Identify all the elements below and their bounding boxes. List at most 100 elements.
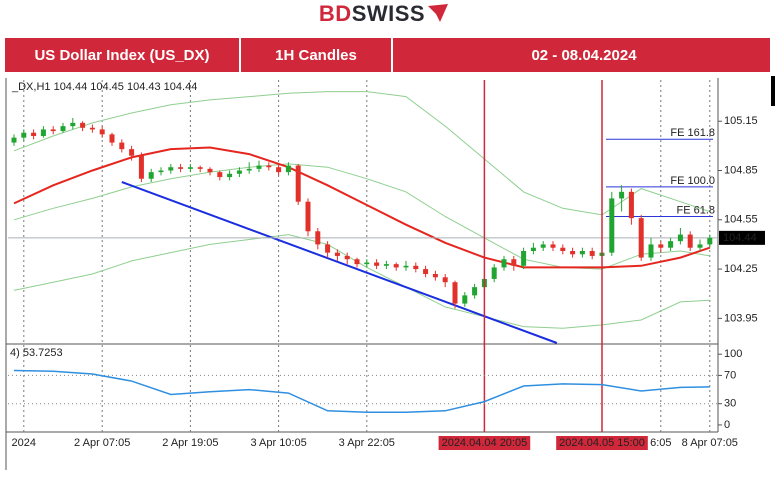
candle-body bbox=[511, 259, 517, 266]
event-label: 2024.04.04 20:05 bbox=[442, 437, 528, 449]
candle-body bbox=[648, 244, 654, 258]
candle-body bbox=[560, 247, 566, 251]
candle-body bbox=[707, 237, 713, 245]
candle-body bbox=[187, 167, 193, 169]
candle-body bbox=[638, 218, 644, 258]
y-tick-label: 104.25 bbox=[724, 263, 758, 275]
candle-body bbox=[423, 269, 429, 274]
logo-bd: BD bbox=[319, 1, 352, 26]
logo: BDSWISS bbox=[319, 1, 425, 26]
candle-body bbox=[452, 282, 458, 304]
candle-body bbox=[119, 142, 125, 150]
candle-body bbox=[236, 170, 242, 174]
y-tick-label: 100 bbox=[724, 348, 742, 360]
candle-body bbox=[129, 149, 135, 156]
x-tick-label: 3 Apr 10:05 bbox=[250, 437, 306, 449]
candle-body bbox=[11, 137, 17, 143]
x-tick-label: 8 Apr 07:05 bbox=[682, 437, 738, 449]
candle-body bbox=[550, 244, 556, 248]
event-label-bg bbox=[556, 436, 648, 450]
candle-body bbox=[374, 262, 380, 266]
candle-body bbox=[217, 172, 223, 178]
y-tick-label: 105.15 bbox=[724, 115, 758, 127]
candle-body bbox=[70, 122, 76, 127]
candle-body bbox=[579, 251, 585, 255]
candle-body bbox=[334, 252, 340, 256]
candle-body bbox=[325, 244, 331, 253]
candle-body bbox=[158, 170, 164, 173]
candle-body bbox=[21, 132, 27, 138]
candle-body bbox=[266, 165, 272, 168]
header-instrument: US Dollar Index (US_DX) bbox=[34, 47, 209, 64]
fibo-label: FE 61.8 bbox=[676, 204, 715, 216]
y-tick-label: 0 bbox=[724, 419, 730, 431]
candle-body bbox=[393, 264, 399, 268]
candle-body bbox=[364, 262, 370, 265]
candle-body bbox=[138, 155, 144, 179]
candle-body bbox=[619, 191, 625, 199]
x-tick-label: 6:05 bbox=[650, 437, 671, 449]
candle-body bbox=[31, 132, 37, 136]
candle-body bbox=[60, 126, 66, 132]
y-tick-label: 104.55 bbox=[724, 214, 758, 226]
candle-body bbox=[687, 234, 693, 248]
candle-body bbox=[403, 265, 409, 268]
candle-body bbox=[668, 241, 674, 248]
candle-body bbox=[432, 274, 438, 278]
panel-title: 4) 53.7253 bbox=[10, 347, 63, 359]
candle-body bbox=[383, 264, 389, 266]
candle-body bbox=[207, 168, 213, 173]
candle-body bbox=[697, 244, 703, 248]
fibo-label: FE 100.0 bbox=[670, 175, 715, 187]
candle-body bbox=[658, 244, 664, 248]
candle-body bbox=[609, 198, 615, 253]
candle-body bbox=[50, 129, 56, 132]
candle-body bbox=[295, 165, 301, 202]
candle-body bbox=[246, 168, 252, 171]
candle-body bbox=[589, 251, 595, 256]
candle-body bbox=[285, 165, 291, 173]
chart-title: _DX,H1 104.44 104.45 104.43 104.44 bbox=[11, 81, 197, 93]
header-timeframe: 1H Candles bbox=[275, 47, 357, 64]
candle-body bbox=[89, 127, 95, 130]
candle-body bbox=[628, 191, 634, 219]
candle-body bbox=[168, 167, 174, 171]
fibo-label: FE 161.8 bbox=[670, 127, 715, 139]
x-tick-label: 2024 bbox=[12, 437, 36, 449]
event-label-bg bbox=[438, 436, 531, 450]
candle-body bbox=[530, 247, 536, 251]
candle-body bbox=[413, 265, 419, 270]
y-tick-label: 30 bbox=[724, 398, 736, 410]
candle-body bbox=[305, 201, 311, 232]
x-tick-label: 3 Apr 22:05 bbox=[339, 437, 395, 449]
candle-body bbox=[501, 259, 507, 268]
candle-body bbox=[540, 244, 546, 248]
candle-body bbox=[462, 295, 468, 304]
event-label: 2024.04.05 15:00 bbox=[559, 437, 645, 449]
candle-body bbox=[40, 129, 46, 136]
candle-body bbox=[354, 259, 360, 265]
x-tick-label: 2 Apr 19:05 bbox=[162, 437, 218, 449]
candle-body bbox=[677, 234, 683, 242]
last-price-box bbox=[719, 230, 765, 245]
rsi-line bbox=[13, 369, 710, 413]
header-period: 02 - 08.04.2024 bbox=[531, 47, 637, 64]
candle-body bbox=[472, 287, 478, 296]
candle-body bbox=[442, 277, 448, 283]
candle-body bbox=[148, 172, 154, 179]
header-bar bbox=[5, 38, 770, 72]
candle-body bbox=[256, 165, 262, 169]
logo-arrow bbox=[428, 4, 448, 22]
candle-body bbox=[227, 173, 233, 178]
candle-body bbox=[276, 167, 282, 173]
y-tick-label: 104.85 bbox=[724, 164, 758, 176]
candle-body bbox=[570, 251, 576, 255]
candle-body bbox=[109, 134, 115, 143]
candle-body bbox=[80, 122, 86, 128]
candle-body bbox=[491, 267, 497, 279]
candle-body bbox=[99, 129, 105, 135]
x-tick-label: 2 Apr 07:05 bbox=[74, 437, 130, 449]
